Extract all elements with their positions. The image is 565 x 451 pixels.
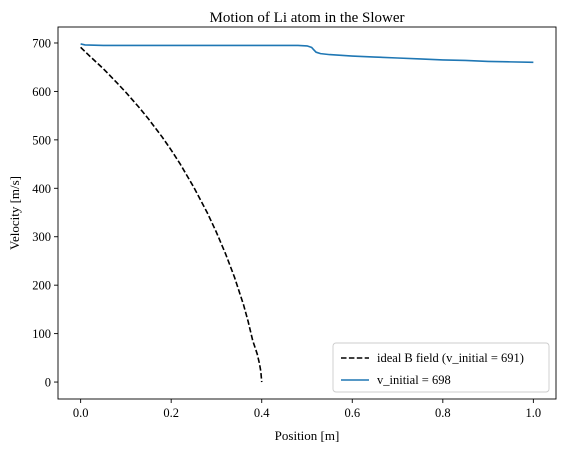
chart-title: Motion of Li atom in the Slower	[210, 10, 405, 26]
x-tick-label: 1.0	[526, 406, 542, 420]
plot-frame	[57, 26, 557, 400]
y-tick-label: 600	[32, 85, 51, 99]
plot-area	[57, 26, 557, 400]
plot-background	[58, 27, 556, 399]
y-tick-label: 500	[32, 133, 51, 147]
y-axis: 0 100 200 300 400 500 600 700	[32, 36, 58, 390]
x-tick-label: 0.0	[73, 406, 89, 420]
series-layer	[80, 43, 534, 383]
y-axis-label: Velocity [m/s]	[7, 176, 22, 250]
y-tick-label: 200	[32, 279, 51, 293]
y-tick-label: 700	[32, 36, 51, 50]
x-tick-label: 0.8	[435, 406, 451, 420]
x-tick-label: 0.4	[254, 406, 270, 420]
legend-box	[332, 342, 550, 393]
y-tick-label: 400	[32, 182, 51, 196]
legend: ideal B field (v_initial = 691) v_initia…	[332, 342, 550, 393]
legend-label-actual: v_initial = 698	[377, 373, 451, 387]
series-line-v-initial-698	[80, 43, 534, 64]
x-tick-label: 0.6	[344, 406, 360, 420]
x-axis: 0.0 0.2 0.4 0.6 0.8 1.0	[73, 399, 541, 420]
y-tick-label: 100	[32, 327, 51, 341]
x-tick-label: 0.2	[163, 406, 179, 420]
series-line-ideal-b-field	[80, 46, 263, 383]
y-tick-label: 0	[45, 376, 51, 390]
x-axis-label: Position [m]	[275, 428, 340, 443]
legend-label-ideal: ideal B field (v_initial = 691)	[377, 351, 524, 365]
y-tick-label: 300	[32, 230, 51, 244]
